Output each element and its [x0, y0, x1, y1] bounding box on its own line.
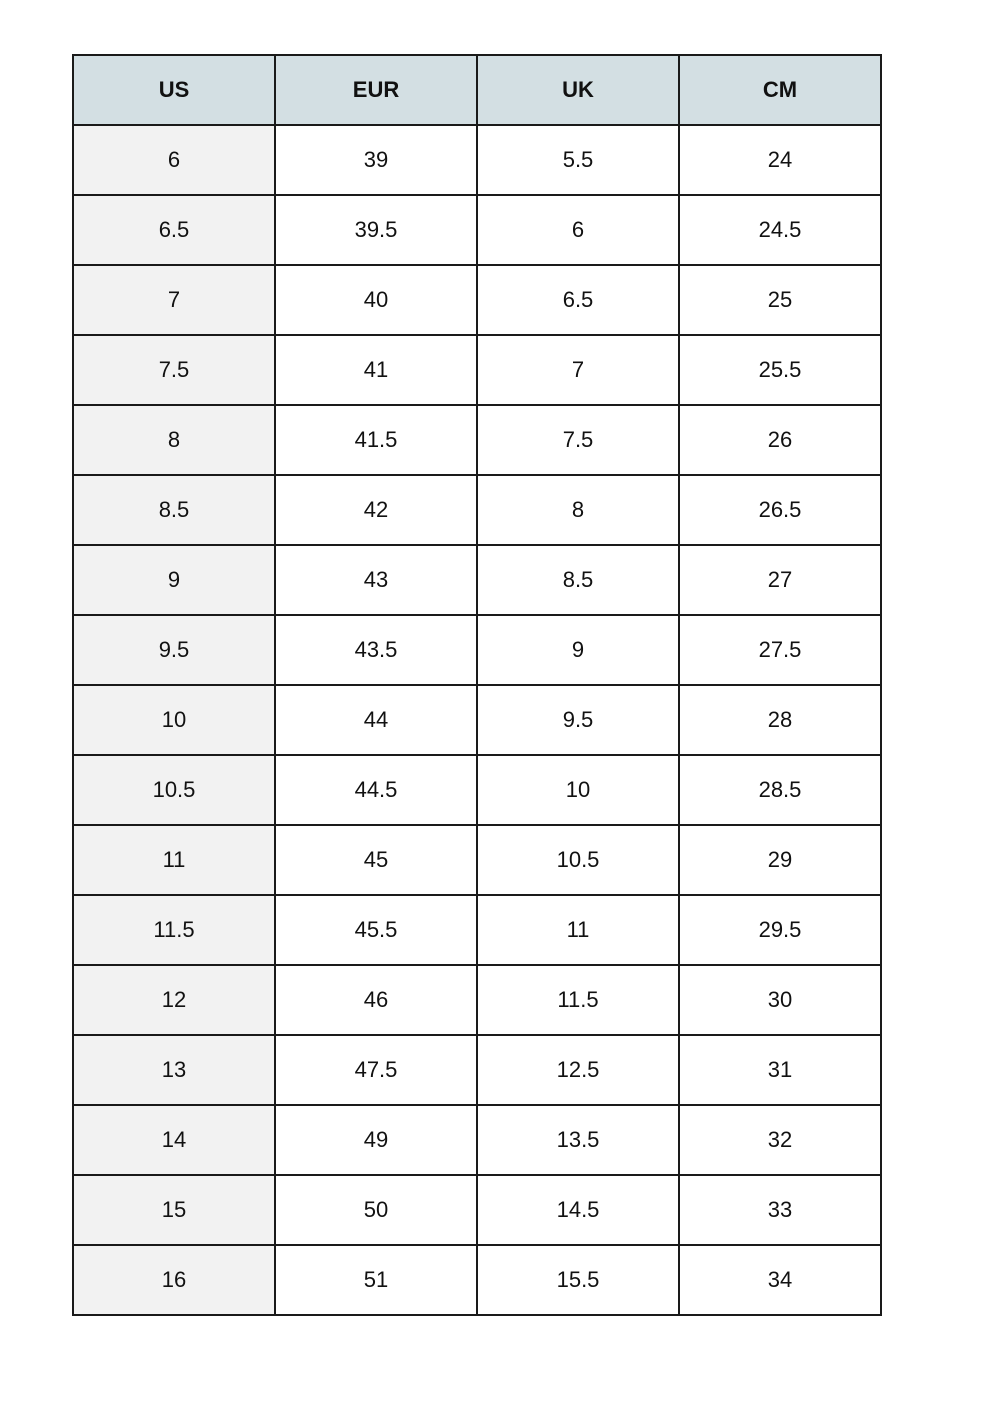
cell-uk: 6.5 [476, 264, 680, 336]
cell-us: 12 [72, 964, 276, 1036]
cell-us: 16 [72, 1244, 276, 1316]
cell-eur: 45.5 [273, 894, 479, 966]
cell-uk: 10.5 [476, 824, 680, 896]
table-row: 10.5 44.5 10 28.5 [72, 754, 882, 826]
cell-eur: 42 [273, 474, 479, 546]
cell-eur: 39.5 [273, 194, 479, 266]
cell-cm: 27.5 [678, 614, 882, 686]
cell-eur: 43 [273, 544, 479, 616]
cell-cm: 26.5 [678, 474, 882, 546]
cell-eur: 51 [273, 1244, 479, 1316]
cell-cm: 24 [678, 124, 882, 196]
cell-us: 9.5 [72, 614, 276, 686]
cell-us: 6 [72, 124, 276, 196]
header-eur: EUR [273, 54, 479, 126]
cell-eur: 41 [273, 334, 479, 406]
cell-uk: 7.5 [476, 404, 680, 476]
table-row: 9 43 8.5 27 [72, 544, 882, 616]
cell-eur: 39 [273, 124, 479, 196]
cell-us: 10 [72, 684, 276, 756]
cell-uk: 6 [476, 194, 680, 266]
cell-cm: 28 [678, 684, 882, 756]
table-header: US EUR UK CM [72, 54, 882, 126]
cell-eur: 47.5 [273, 1034, 479, 1106]
table-row: 15 50 14.5 33 [72, 1174, 882, 1246]
cell-uk: 15.5 [476, 1244, 680, 1316]
header-row: US EUR UK CM [72, 54, 882, 126]
cell-us: 6.5 [72, 194, 276, 266]
cell-eur: 40 [273, 264, 479, 336]
table-row: 6.5 39.5 6 24.5 [72, 194, 882, 266]
cell-us: 10.5 [72, 754, 276, 826]
table-row: 9.5 43.5 9 27.5 [72, 614, 882, 686]
cell-us: 7 [72, 264, 276, 336]
table-body: 6 39 5.5 24 6.5 39.5 6 24.5 7 40 6.5 25 7.5 41 7 25.5 8 4… [72, 124, 882, 1316]
cell-cm: 25.5 [678, 334, 882, 406]
cell-uk: 8.5 [476, 544, 680, 616]
cell-eur: 41.5 [273, 404, 479, 476]
cell-uk: 9.5 [476, 684, 680, 756]
cell-uk: 13.5 [476, 1104, 680, 1176]
cell-us: 8.5 [72, 474, 276, 546]
header-uk: UK [476, 54, 680, 126]
cell-eur: 44 [273, 684, 479, 756]
table-row: 8 41.5 7.5 26 [72, 404, 882, 476]
cell-cm: 25 [678, 264, 882, 336]
header-us: US [72, 54, 276, 126]
cell-eur: 43.5 [273, 614, 479, 686]
cell-cm: 30 [678, 964, 882, 1036]
cell-eur: 44.5 [273, 754, 479, 826]
cell-cm: 24.5 [678, 194, 882, 266]
size-chart-table: US EUR UK CM 6 39 5.5 24 6.5 39.5 6 24.5 7 40 6.5 2… [72, 54, 882, 1316]
table-row: 16 51 15.5 34 [72, 1244, 882, 1316]
table-row: 13 47.5 12.5 31 [72, 1034, 882, 1106]
cell-uk: 11.5 [476, 964, 680, 1036]
table-row: 12 46 11.5 30 [72, 964, 882, 1036]
table-row: 7.5 41 7 25.5 [72, 334, 882, 406]
cell-uk: 11 [476, 894, 680, 966]
table-row: 10 44 9.5 28 [72, 684, 882, 756]
cell-us: 8 [72, 404, 276, 476]
cell-uk: 12.5 [476, 1034, 680, 1106]
cell-us: 11 [72, 824, 276, 896]
cell-cm: 32 [678, 1104, 882, 1176]
cell-cm: 26 [678, 404, 882, 476]
cell-cm: 33 [678, 1174, 882, 1246]
cell-us: 9 [72, 544, 276, 616]
cell-us: 14 [72, 1104, 276, 1176]
cell-uk: 5.5 [476, 124, 680, 196]
cell-uk: 9 [476, 614, 680, 686]
cell-us: 7.5 [72, 334, 276, 406]
cell-eur: 49 [273, 1104, 479, 1176]
cell-cm: 28.5 [678, 754, 882, 826]
cell-us: 11.5 [72, 894, 276, 966]
cell-uk: 10 [476, 754, 680, 826]
cell-uk: 8 [476, 474, 680, 546]
cell-eur: 45 [273, 824, 479, 896]
table-row: 11 45 10.5 29 [72, 824, 882, 896]
header-cm: CM [678, 54, 882, 126]
cell-uk: 7 [476, 334, 680, 406]
cell-us: 13 [72, 1034, 276, 1106]
cell-cm: 29 [678, 824, 882, 896]
cell-cm: 34 [678, 1244, 882, 1316]
cell-us: 15 [72, 1174, 276, 1246]
cell-cm: 31 [678, 1034, 882, 1106]
table-row: 7 40 6.5 25 [72, 264, 882, 336]
cell-cm: 29.5 [678, 894, 882, 966]
cell-eur: 50 [273, 1174, 479, 1246]
cell-eur: 46 [273, 964, 479, 1036]
cell-cm: 27 [678, 544, 882, 616]
table-row: 11.5 45.5 11 29.5 [72, 894, 882, 966]
cell-uk: 14.5 [476, 1174, 680, 1246]
table-row: 8.5 42 8 26.5 [72, 474, 882, 546]
table-row: 6 39 5.5 24 [72, 124, 882, 196]
table-row: 14 49 13.5 32 [72, 1104, 882, 1176]
